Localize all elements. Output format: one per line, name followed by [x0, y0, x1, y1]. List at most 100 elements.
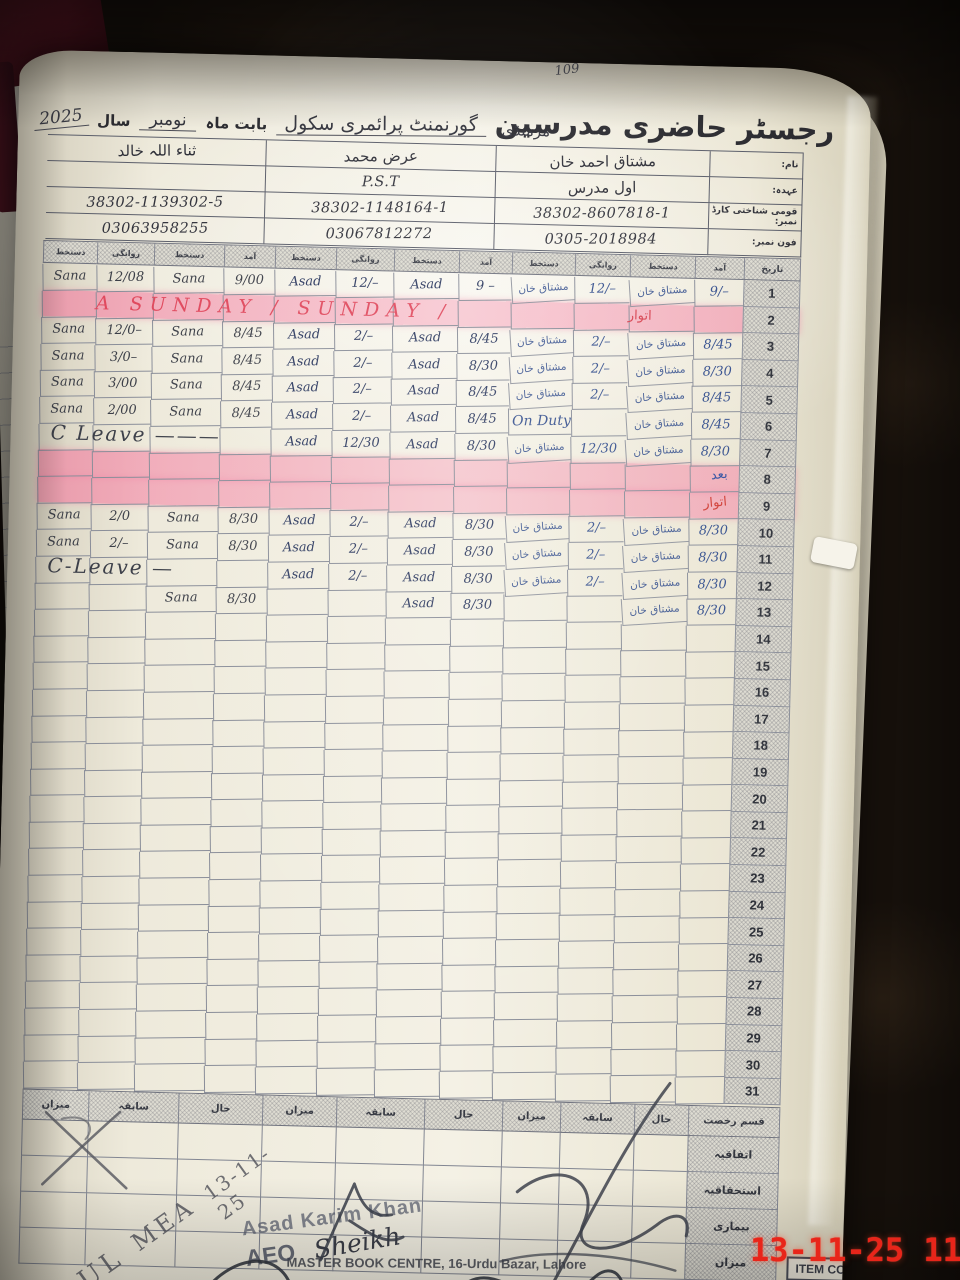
attendance-cell: 2/–	[328, 562, 387, 591]
attendance-cell	[448, 672, 502, 700]
attendance-cell	[324, 695, 384, 724]
attendance-cell: 3/0–	[94, 344, 152, 372]
attendance-cell	[447, 725, 501, 753]
attendance-cell	[685, 651, 735, 679]
summary-cell	[19, 1191, 87, 1230]
attendance-cell	[137, 904, 208, 932]
attendance-cell	[388, 484, 454, 512]
attendance-cell: Asad	[391, 325, 458, 353]
leave-note: C-Leave —	[47, 552, 175, 580]
attendance-cell	[563, 728, 619, 756]
attendance-cell	[326, 642, 385, 670]
attendance-cell	[324, 722, 383, 750]
attendance-cell: Sana	[36, 502, 91, 530]
attendance-cell	[557, 940, 614, 969]
attendance-cell	[319, 935, 378, 963]
attendance-cell	[219, 427, 271, 455]
attendance-cell	[213, 666, 265, 694]
attendance-cell	[500, 726, 564, 755]
attendance-cell	[556, 994, 612, 1022]
attendance-cell	[457, 300, 511, 328]
attendance-cell	[78, 982, 137, 1010]
attendance-cell: 8/30	[687, 545, 737, 573]
attendance-cell	[557, 967, 613, 995]
attendance-cell	[681, 784, 732, 812]
attendance-cell	[494, 966, 558, 994]
attendance-cell	[676, 997, 726, 1025]
attendance-cell: 8/45	[220, 400, 272, 428]
date-number: 11	[736, 545, 795, 574]
attendance-cell	[214, 639, 266, 668]
summary-col-header: میزان	[261, 1095, 337, 1128]
attendance-cell	[261, 774, 324, 802]
date-number: 3	[741, 333, 800, 362]
attendance-cell	[613, 915, 679, 944]
attendance-cell	[440, 1017, 494, 1046]
attendance-cell	[263, 720, 325, 749]
attendance-cell	[496, 859, 561, 887]
attendance-cell	[210, 799, 262, 827]
attendance-cell: مشتاق خان	[627, 329, 694, 360]
date-number: 24	[728, 891, 786, 920]
attendance-cell	[24, 981, 80, 1009]
date-number: 30	[724, 1051, 782, 1080]
attendance-cell	[142, 718, 213, 746]
attendance-cell: 8/45	[221, 320, 274, 349]
attendance-cell: Sana	[147, 505, 218, 533]
attendance-cell	[218, 453, 271, 481]
attendance-cell	[320, 855, 380, 883]
attendance-cell	[677, 970, 727, 998]
attendance-cell	[208, 879, 260, 907]
attendance-cell	[78, 1009, 136, 1037]
attendance-cell	[323, 749, 382, 777]
attendance-cell	[133, 1063, 205, 1092]
attendance-cell	[562, 754, 618, 783]
attendance-col-header: دستخط	[629, 255, 696, 279]
attendance-cell: 8/30	[688, 518, 738, 546]
date-number: 16	[733, 678, 791, 707]
attendance-cell: 9 –	[458, 273, 512, 301]
attendance-cell	[256, 1013, 318, 1041]
attendance-grid: دستخط روانگی دستخط آمد دستخط روانگی دستخط آمد دس…	[22, 239, 802, 1106]
attendance-cell	[373, 1069, 440, 1097]
attendance-cell	[382, 697, 449, 725]
attendance-cell	[134, 1037, 205, 1065]
attendance-cell: 8/45	[220, 374, 272, 402]
attendance-cell	[218, 480, 270, 508]
attendance-cell	[255, 1040, 317, 1068]
attendance-cell	[495, 912, 559, 941]
info-row-label: نام:	[709, 151, 804, 180]
attendance-cell	[258, 907, 320, 935]
attendance-cell	[25, 954, 80, 982]
attendance-cell	[374, 1042, 440, 1071]
attendance-cell: Asad	[387, 511, 453, 539]
attendance-cell	[256, 986, 319, 1015]
date-number: 29	[724, 1024, 783, 1053]
attendance-cell: 8/30	[450, 592, 504, 620]
attendance-cell	[496, 886, 560, 914]
sunday-urdu-note: اتوار	[627, 307, 652, 324]
attendance-cell	[262, 747, 324, 775]
leave-note: C Leave ———	[50, 419, 222, 448]
attendance-cell	[33, 608, 89, 637]
date-number: 22	[729, 838, 787, 867]
attendance-col-header: دستخط	[153, 243, 225, 268]
attendance-cell	[140, 797, 211, 826]
attendance-cell: Asad	[267, 561, 329, 589]
attendance-cell	[216, 560, 268, 588]
attendance-cell	[503, 593, 567, 622]
attendance-cell	[265, 641, 327, 669]
school-location: مرمنڈی	[501, 121, 551, 141]
attendance-cell	[565, 621, 622, 650]
attendance-col-header: دستخط	[42, 240, 98, 265]
phone-teacher-1: 0305-2018984	[493, 223, 708, 256]
attendance-cell	[214, 613, 267, 641]
attendance-cell	[139, 824, 210, 852]
attendance-cell	[382, 723, 448, 752]
attendance-cell: 8/30	[454, 432, 508, 461]
attendance-col-header: دستخط	[393, 249, 460, 274]
attendance-cell	[377, 910, 443, 938]
attendance-cell: 2/0	[90, 503, 148, 532]
summary-cell	[18, 1227, 86, 1266]
attendance-cell	[88, 583, 146, 611]
